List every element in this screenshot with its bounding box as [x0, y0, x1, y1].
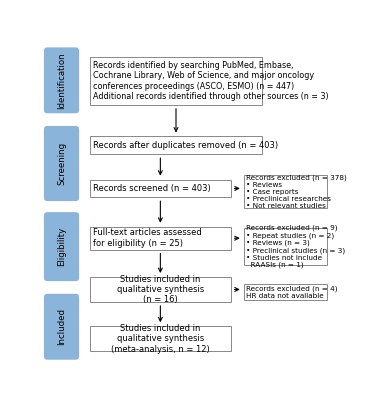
Text: Identification: Identification	[57, 52, 66, 109]
FancyBboxPatch shape	[44, 294, 79, 360]
Text: Records screened (n = 403): Records screened (n = 403)	[93, 184, 211, 193]
FancyBboxPatch shape	[244, 284, 327, 300]
FancyBboxPatch shape	[90, 277, 231, 302]
Text: Included: Included	[57, 308, 66, 345]
Text: Records after duplicates removed (n = 403): Records after duplicates removed (n = 40…	[93, 141, 279, 150]
Text: Full-text articles assessed
for eligibility (n = 25): Full-text articles assessed for eligibil…	[93, 228, 202, 248]
FancyBboxPatch shape	[44, 47, 79, 113]
FancyBboxPatch shape	[244, 228, 327, 264]
FancyBboxPatch shape	[90, 136, 262, 154]
FancyBboxPatch shape	[244, 175, 327, 208]
Text: Records excluded (n = 9)
• Repeat studies (n = 2)
• Reviews (n = 3)
• Preclinica: Records excluded (n = 9) • Repeat studie…	[246, 225, 345, 268]
Text: Studies included in
qualitative synthesis
(meta-analysis, n = 12): Studies included in qualitative synthesi…	[111, 324, 210, 354]
Text: Eligibility: Eligibility	[57, 227, 66, 266]
FancyBboxPatch shape	[90, 180, 231, 197]
FancyBboxPatch shape	[90, 227, 231, 250]
FancyBboxPatch shape	[90, 326, 231, 351]
Text: Screening: Screening	[57, 142, 66, 185]
Text: Records excluded (n = 378)
• Reviews
• Case reports
• Preclinical researches
• N: Records excluded (n = 378) • Reviews • C…	[246, 174, 347, 209]
Text: Records excluded (n = 4)
HR data not available: Records excluded (n = 4) HR data not ava…	[246, 285, 338, 299]
FancyBboxPatch shape	[44, 212, 79, 281]
Text: Records identified by searching PubMed, Embase,
Cochrane Library, Web of Science: Records identified by searching PubMed, …	[93, 61, 329, 101]
Text: Studies included in
qualitative synthesis
(n = 16): Studies included in qualitative synthesi…	[117, 274, 204, 304]
FancyBboxPatch shape	[90, 57, 262, 105]
FancyBboxPatch shape	[44, 126, 79, 201]
